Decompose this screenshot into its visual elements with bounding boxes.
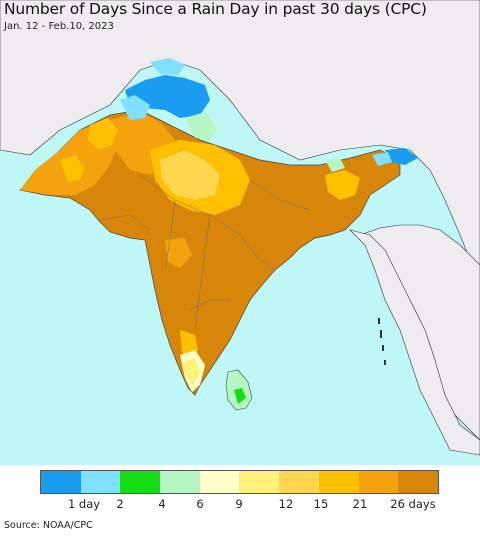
amber-region-northeast — [325, 170, 360, 200]
legend-swatch-9 — [358, 471, 399, 493]
amber-region-gujarat — [60, 155, 85, 182]
sri-lanka-green-core — [234, 388, 246, 404]
state-boundaries — [99, 174, 311, 331]
legend-swatch-1 — [41, 471, 81, 493]
green-region-nepal — [325, 158, 345, 172]
legend-swatch-7 — [279, 471, 319, 493]
andaman-islands — [378, 318, 386, 365]
yellow-region-kerala — [183, 358, 200, 385]
legend-label-3: 4 — [158, 497, 166, 511]
legend-swatch-2 — [80, 471, 121, 493]
map-title: Number of Days Since a Rain Day in past … — [4, 0, 427, 18]
legend-color-bar — [40, 470, 439, 494]
legend-label-5: 9 — [235, 497, 243, 511]
yellow-region-central — [160, 150, 220, 200]
myanmar-coast — [349, 229, 480, 456]
legend-label-2: 2 — [116, 497, 124, 511]
lightblue-region-kashmir — [120, 95, 150, 120]
legend-swatch-4 — [160, 471, 200, 493]
legend-swatch-6 — [239, 471, 280, 493]
amber-region-northwest — [88, 118, 118, 150]
legend-swatch-8 — [318, 471, 359, 493]
legend-label-1: 1 day — [67, 497, 101, 511]
green-region-himalaya — [185, 112, 218, 140]
legend-label-6: 12 — [278, 497, 294, 511]
legend-label-9: 26 days — [390, 497, 436, 511]
legend-label-8: 21 — [352, 497, 368, 511]
orange-region-deccan — [165, 238, 192, 268]
lightblue-region-himalaya — [150, 58, 185, 75]
lightblue-region-arunachal — [372, 152, 392, 166]
date-range: Jan. 12 - Feb.10, 2023 — [4, 21, 114, 32]
legend-swatch-3 — [120, 471, 161, 493]
legend-label-7: 15 — [313, 497, 329, 511]
legend-swatch-10 — [398, 471, 438, 493]
legend-label-4: 6 — [196, 497, 204, 511]
india-landmass — [19, 109, 401, 396]
blue-region-arunachal — [385, 148, 418, 165]
legend-swatch-5 — [199, 471, 240, 493]
source-credit: Source: NOAA/CPC — [4, 520, 93, 531]
